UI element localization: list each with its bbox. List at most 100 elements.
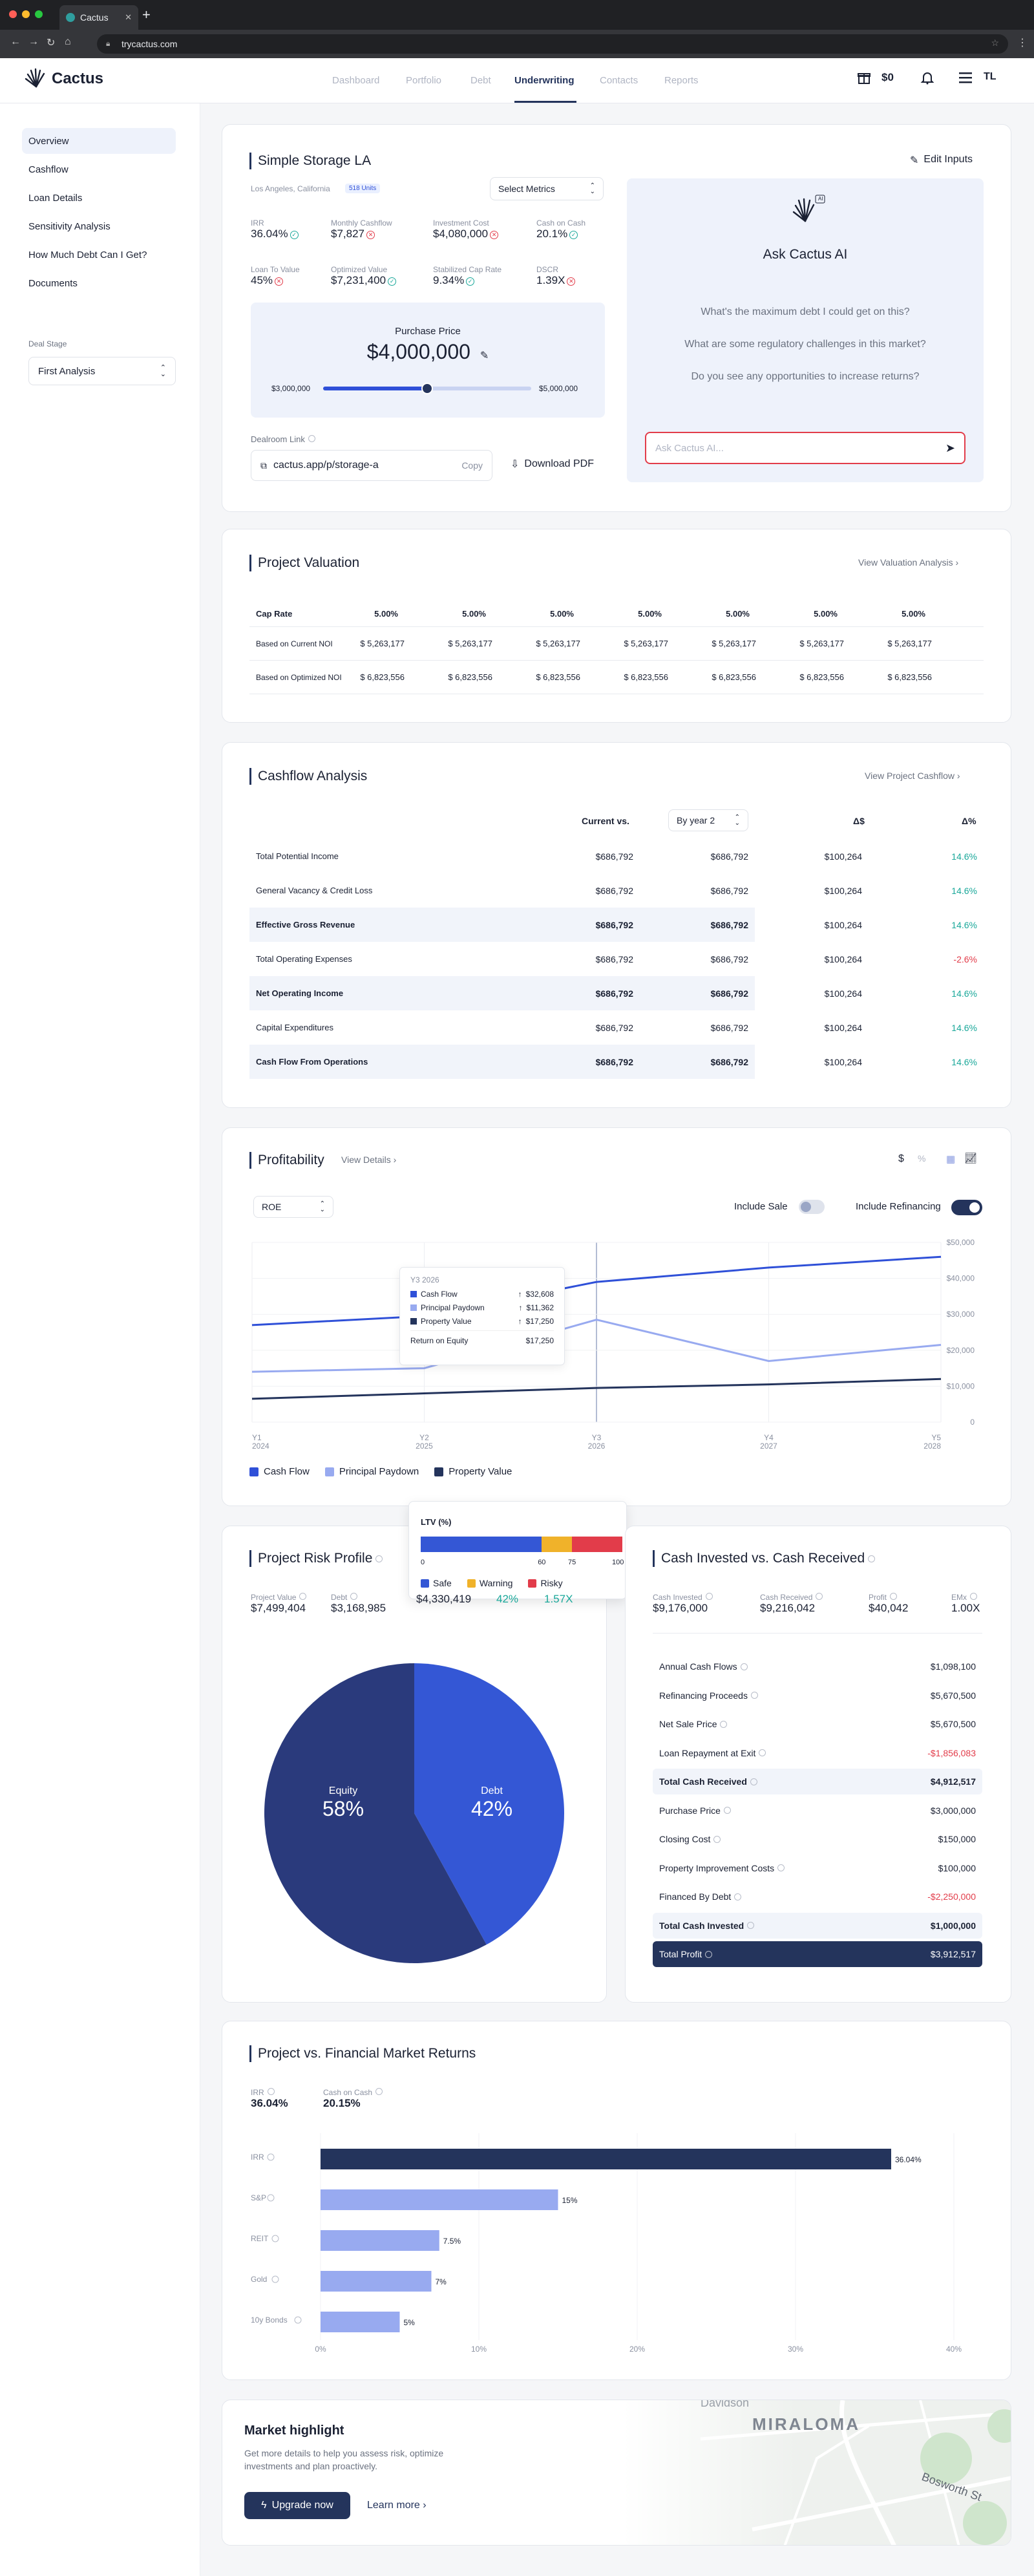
user-initials[interactable]: TL [984, 71, 997, 82]
price-slider-fill [323, 387, 427, 390]
cashflow-current: $686,792 [595, 954, 633, 964]
chart-view-icon[interactable]: 📈︎ [964, 1153, 978, 1164]
nav-portfolio[interactable]: Portfolio [406, 75, 442, 86]
sidebar-item-how-much-debt-can-i-get[interactable]: How Much Debt Can I Get? [28, 249, 147, 261]
invested-row-value: -$2,250,000 [927, 1891, 976, 1902]
bell-icon[interactable] [920, 70, 934, 85]
view-details-link[interactable]: View Details › [341, 1155, 397, 1165]
metric-select[interactable]: ROE ⌃ ⌄ [253, 1196, 333, 1218]
metric-irr: IRR 36.04% ✓ [251, 218, 299, 240]
market-stat: IRR 36.04% [251, 2088, 288, 2110]
chevron-updown-icon: ⌃ ⌄ [589, 182, 595, 195]
gift-icon[interactable] [857, 70, 871, 85]
valuation-cell: $ 5,263,177 [624, 639, 668, 648]
cashflow-title: Cashflow Analysis [249, 768, 367, 785]
nav-contacts[interactable]: Contacts [600, 75, 638, 86]
nav-reports[interactable]: Reports [664, 75, 699, 86]
edit-inputs-button[interactable]: ✎ Edit Inputs [910, 154, 973, 167]
copy-button[interactable]: Copy [461, 460, 483, 471]
nav-underwriting[interactable]: Underwriting [514, 75, 575, 86]
nav-dashboard[interactable]: Dashboard [332, 75, 380, 86]
valuation-row [249, 627, 984, 661]
ltv-tick: 75 [568, 1559, 576, 1566]
include-sale-toggle[interactable] [799, 1200, 825, 1214]
ai-suggestion[interactable]: Do you see any opportunities to increase… [691, 371, 920, 382]
check-circle-icon: ✓ [388, 277, 397, 286]
download-pdf-button[interactable]: ⇩ Download PDF [511, 458, 594, 471]
select-metrics-dropdown[interactable]: Select Metrics ⌃ ⌄ [490, 177, 604, 200]
learn-more-link[interactable]: Learn more › [367, 2500, 427, 2511]
ai-suggestion[interactable]: What's the maximum debt I could get on t… [701, 306, 910, 317]
menu-icon[interactable] [959, 72, 972, 83]
sidebar-item-documents[interactable]: Documents [28, 277, 78, 289]
bar-value-label: 7.5% [443, 2237, 461, 2246]
close-tab-icon[interactable]: ✕ [125, 12, 132, 22]
info-icon [271, 2235, 279, 2242]
year-select[interactable]: By year 2 ⌃ ⌄ [668, 809, 748, 831]
ai-suggestion[interactable]: What are some regulatory challenges in t… [684, 339, 926, 350]
bookmark-icon[interactable]: ☆ [991, 37, 999, 48]
info-icon [713, 1835, 721, 1843]
sidebar-item-cashflow[interactable]: Cashflow [28, 164, 69, 175]
reload-icon[interactable]: ↻ [47, 37, 56, 48]
close-window-icon[interactable] [9, 10, 17, 18]
tooltip-item-value: $32,608 [525, 1290, 554, 1299]
arrow-up-icon: ↑ [518, 1303, 523, 1312]
market-stat-value: 36.04% [251, 2097, 288, 2109]
cashflow-year: $686,792 [710, 954, 748, 964]
invested-stat-value: 1.00X [951, 1602, 980, 1614]
map-label-davidson: Davidson [701, 2400, 750, 2409]
browser-tab[interactable]: Cactus ✕ [59, 5, 138, 30]
include-refinancing-toggle[interactable] [951, 1200, 982, 1215]
ai-badge: AI [818, 196, 823, 202]
home-icon[interactable]: ⌂ [65, 36, 71, 47]
forward-icon[interactable]: → [28, 36, 39, 47]
upgrade-button[interactable]: ϟ Upgrade now [244, 2492, 350, 2519]
view-project-cashflow-link[interactable]: View Project Cashflow › [865, 771, 960, 781]
price-slider-thumb[interactable] [421, 383, 433, 394]
ltv-legend-label: Risky [540, 1578, 563, 1588]
table-view-icon[interactable]: ▦ [946, 1154, 956, 1165]
legend-label: Principal Paydown [339, 1466, 419, 1477]
tooltip-footer-label: Return on Equity [410, 1336, 469, 1345]
upgrade-label: Upgrade now [271, 2500, 333, 2511]
ai-input[interactable]: Ask Cactus AI... ➤ [645, 432, 965, 464]
unit-percent-toggle[interactable]: % [918, 1153, 926, 1164]
y-tick-label: $40,000 [947, 1274, 975, 1283]
sidebar-item-loan-details[interactable]: Loan Details [28, 192, 83, 204]
link-icon: ⧉ [260, 460, 267, 471]
year-select-value: By year 2 [677, 815, 715, 825]
address-bar[interactable]: 🔒︎ trycactus.com ☆ [97, 34, 1008, 54]
info-icon [750, 1692, 758, 1699]
deal-stage-select[interactable]: First Analysis ⌃ ⌄ [28, 357, 176, 385]
back-icon[interactable]: ← [10, 36, 21, 47]
map-label-miraloma: MIRALOMA [752, 2414, 860, 2434]
cashflow-pct: 14.6% [951, 988, 977, 999]
invested-row-label: Financed By Debt [659, 1891, 732, 1902]
minimize-window-icon[interactable] [22, 10, 30, 18]
dealroom-link-field[interactable]: ⧉ cactus.app/p/storage-a Copy [251, 450, 492, 481]
send-icon[interactable]: ➤ [945, 441, 955, 454]
new-tab-icon[interactable]: + [142, 6, 151, 23]
browser-menu-icon[interactable]: ⋮ [1017, 37, 1028, 48]
nav-debt[interactable]: Debt [470, 75, 491, 86]
view-cashflow-label: View Project Cashflow [865, 771, 955, 781]
sidebar-item-overview[interactable]: Overview [22, 128, 176, 154]
sidebar-item-sensitivity-analysis[interactable]: Sensitivity Analysis [28, 220, 111, 232]
brand-name: Cactus [52, 70, 104, 87]
browser-tabbar [0, 0, 1034, 30]
cap-rate-value: 5.00% [726, 609, 750, 619]
bar [321, 2189, 558, 2210]
x-tick-label: 20% [629, 2345, 645, 2354]
metric-value: 1.39X [536, 274, 565, 286]
maximize-window-icon[interactable] [35, 10, 43, 18]
x-tick-label: Y2 2025 [416, 1433, 433, 1451]
metric-optimized-value: Optimized Value $7,231,400 ✓ [331, 265, 397, 287]
app-header [0, 58, 1034, 103]
pencil-icon[interactable]: ✎ [480, 350, 489, 361]
price-slider-track[interactable] [323, 383, 531, 394]
unit-dollar-toggle[interactable]: $ [898, 1153, 904, 1164]
market-returns-title: Project vs. Financial Market Returns [249, 2045, 476, 2062]
cashflow-delta: $100,264 [824, 988, 862, 999]
view-valuation-link[interactable]: View Valuation Analysis › [858, 557, 959, 568]
